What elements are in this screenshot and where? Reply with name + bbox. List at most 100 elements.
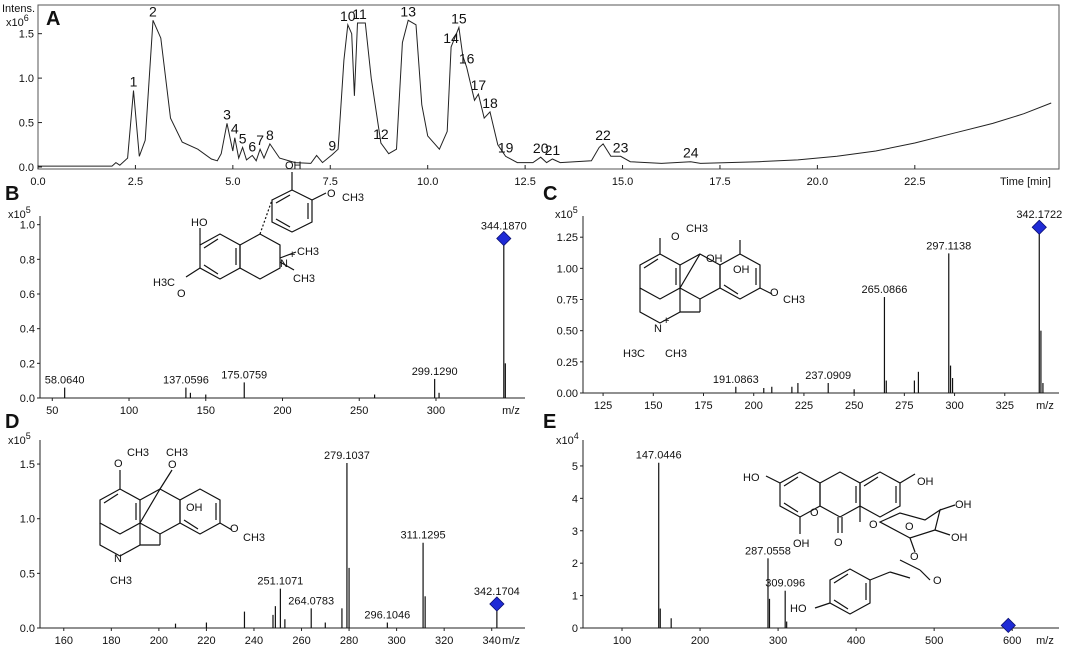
panel-c-x-tick-label: 325	[996, 400, 1014, 412]
panel-d-letter: D	[5, 411, 19, 433]
panel-a-peak-label: 17	[471, 77, 487, 93]
panel-e-letter: E	[543, 411, 556, 433]
panel-e-peaks: 147.0446 287.0558 309.096	[636, 450, 1016, 634]
struct-b-atom-9: CH3	[297, 246, 319, 258]
panel-a-peak-label: 12	[373, 126, 389, 142]
panel-a-x-tick-label: 10.0	[417, 176, 438, 188]
panel-b-y-tick-label: 0.4	[20, 324, 35, 336]
panel-e-axes: 0 1 2 3 4 5 100 200 300 400 500 600 m/z	[572, 440, 1059, 647]
panel-a-y-tick-label: 0.5	[19, 118, 34, 130]
struct-e-atom-10: O	[910, 551, 919, 563]
panel-b-y-exponent: x105	[8, 205, 31, 221]
panel-a-x-ticks: 0.0 2.5 5.0 7.5 10.0 12.5 15.0 17.5 20.0 22.5	[30, 165, 926, 188]
struct-b-atom-7: N	[280, 258, 288, 270]
struct-e-atom-8: OH	[955, 499, 972, 511]
panel-a-y-ticks: 0.0 0.5 1.0 1.5	[19, 29, 42, 174]
panel-a-y-tick-label: 1.0	[19, 73, 34, 85]
panel-e-y-tick-label: 3	[572, 526, 578, 538]
panel-b-y-tick-label: 1.0	[20, 220, 35, 232]
panel-d-x-tick-label: 160	[55, 635, 73, 647]
panel-a-y-exponent: x106	[6, 13, 29, 29]
panel-b-axes: 0.0 0.2 0.4 0.6 0.8 1.0 50 100 150 200 250 300 m/z	[20, 216, 525, 417]
panel-d-peak-label: 279.1037	[324, 450, 370, 462]
panel-c-y-tick-label: 0.50	[557, 326, 578, 338]
panel-c-precursor-marker	[1031, 219, 1047, 235]
panel-b-y-tick-label: 0.8	[20, 254, 35, 266]
panel-d-x-tick-label: 300	[387, 635, 405, 647]
panel-d-y-tick-label: 0.0	[20, 623, 35, 635]
panel-a-peak-label: 7	[256, 132, 264, 148]
panel-a-peak-label: 22	[595, 127, 611, 143]
panel-d-peak-label: 251.1071	[257, 576, 303, 588]
struct-e-atom-11: O	[933, 575, 942, 587]
panel-d-x-tick-label: 240	[245, 635, 263, 647]
struct-d-atom-6: O	[230, 523, 239, 535]
struct-d-atom-8: N	[114, 553, 122, 565]
panel-e-structure: OH HO O O OH O O OH OH O O HO	[743, 471, 972, 615]
panel-c-peak-label: 342.1722	[1016, 209, 1062, 221]
panel-e-y-exponent: x104	[556, 431, 579, 447]
panel-d-y-tick-label: 0.5	[20, 568, 35, 580]
panel-c-y-tick-label: 0.25	[557, 357, 578, 369]
panel-c-x-tick-label: 150	[644, 400, 662, 412]
struct-e-atom-5: OH	[793, 538, 810, 550]
panel-b-xlabel: m/z	[502, 405, 520, 417]
panel-c-peak-label: 297.1138	[926, 240, 971, 252]
struct-c-atom-2: CH3	[686, 223, 708, 235]
panel-d-x-tick-label: 280	[340, 635, 358, 647]
struct-e-atom-3: O	[810, 507, 819, 519]
panel-c-structure: O CH3 OH OH O CH3 N + H3C CH3	[623, 223, 805, 360]
panel-a-x-tick-label: 20.0	[807, 176, 828, 188]
panel-a-peak-label: 13	[400, 3, 416, 19]
panel-a-peak-label: 9	[328, 138, 336, 154]
struct-d-atom-3: O	[168, 459, 177, 471]
panel-b-peak-label: 137.0596	[163, 375, 209, 387]
panel-b-x-tick-label: 200	[273, 405, 291, 417]
struct-e-atom-2: HO	[743, 472, 760, 484]
panel-a-peak-label: 11	[352, 6, 367, 22]
panel-a-peak-label: 10	[340, 8, 356, 24]
struct-d-atom-4: CH3	[166, 447, 188, 459]
struct-b-atom-3: CH3	[342, 192, 364, 204]
struct-c-atom-9: H3C	[623, 348, 645, 360]
panel-e-peak-label: 287.0558	[745, 545, 791, 557]
panel-a-y-tick-label: 0.0	[19, 162, 34, 174]
struct-c-atom-3: OH	[706, 253, 723, 265]
panel-b-peak-label: 344.1870	[481, 221, 527, 233]
panel-e-x-tick-label: 500	[925, 635, 943, 647]
panel-c-peak-label: 265.0866	[861, 284, 907, 296]
struct-d-atom-5: OH	[186, 502, 203, 514]
panel-e-xlabel: m/z	[1036, 635, 1054, 647]
panel-a-letter: A	[46, 8, 60, 30]
struct-c-atom-5: O	[770, 287, 779, 299]
panel-a-ylabel: Intens.	[2, 3, 35, 15]
panel-a-peak-label: 15	[451, 10, 467, 26]
panel-a-peak-label: 4	[231, 121, 239, 137]
panel-b-x-tick-label: 100	[120, 405, 138, 417]
panel-e-precursor-marker	[1000, 617, 1016, 634]
panel-a-trace	[38, 19, 1052, 167]
panel-d-x-tick-label: 220	[197, 635, 215, 647]
panel-b-y-tick-label: 0.0	[20, 393, 35, 405]
panel-c-x-tick-label: 250	[845, 400, 863, 412]
panel-a-x-tick-label: 12.5	[514, 176, 535, 188]
panel-d-precursor-marker	[489, 596, 505, 612]
panel-c-axes: 0.00 0.25 0.50 0.75 1.00 1.25 125 150 175 200 225 2…	[557, 216, 1059, 412]
panel-c-y-tick-label: 0.75	[557, 295, 578, 307]
panel-c-y-tick-label: 1.00	[557, 263, 578, 275]
struct-b-atom-4: HO	[191, 217, 208, 229]
panel-b-spectrum: B x105 0.0 0.2 0.4 0.6 0.8 1.0 50 100 150 200 250 3…	[5, 160, 527, 417]
struct-e-atom-12: HO	[790, 603, 807, 615]
panel-b-peak-label: 58.0640	[45, 375, 85, 387]
panel-e-y-tick-label: 4	[572, 493, 578, 505]
panel-c-x-tick-label: 275	[895, 400, 913, 412]
panel-a-peak-label: 8	[266, 127, 274, 143]
panel-a-peak-label: 14	[443, 30, 459, 46]
panel-c-y-exponent: x105	[555, 205, 578, 221]
panel-a-x-tick-label: 0.0	[30, 176, 45, 188]
panel-a-peak-label: 24	[683, 145, 699, 161]
panel-d-y-exponent: x105	[8, 431, 31, 447]
panel-a-x-tick-label: 22.5	[904, 176, 925, 188]
struct-c-atom-7: N	[654, 323, 662, 335]
